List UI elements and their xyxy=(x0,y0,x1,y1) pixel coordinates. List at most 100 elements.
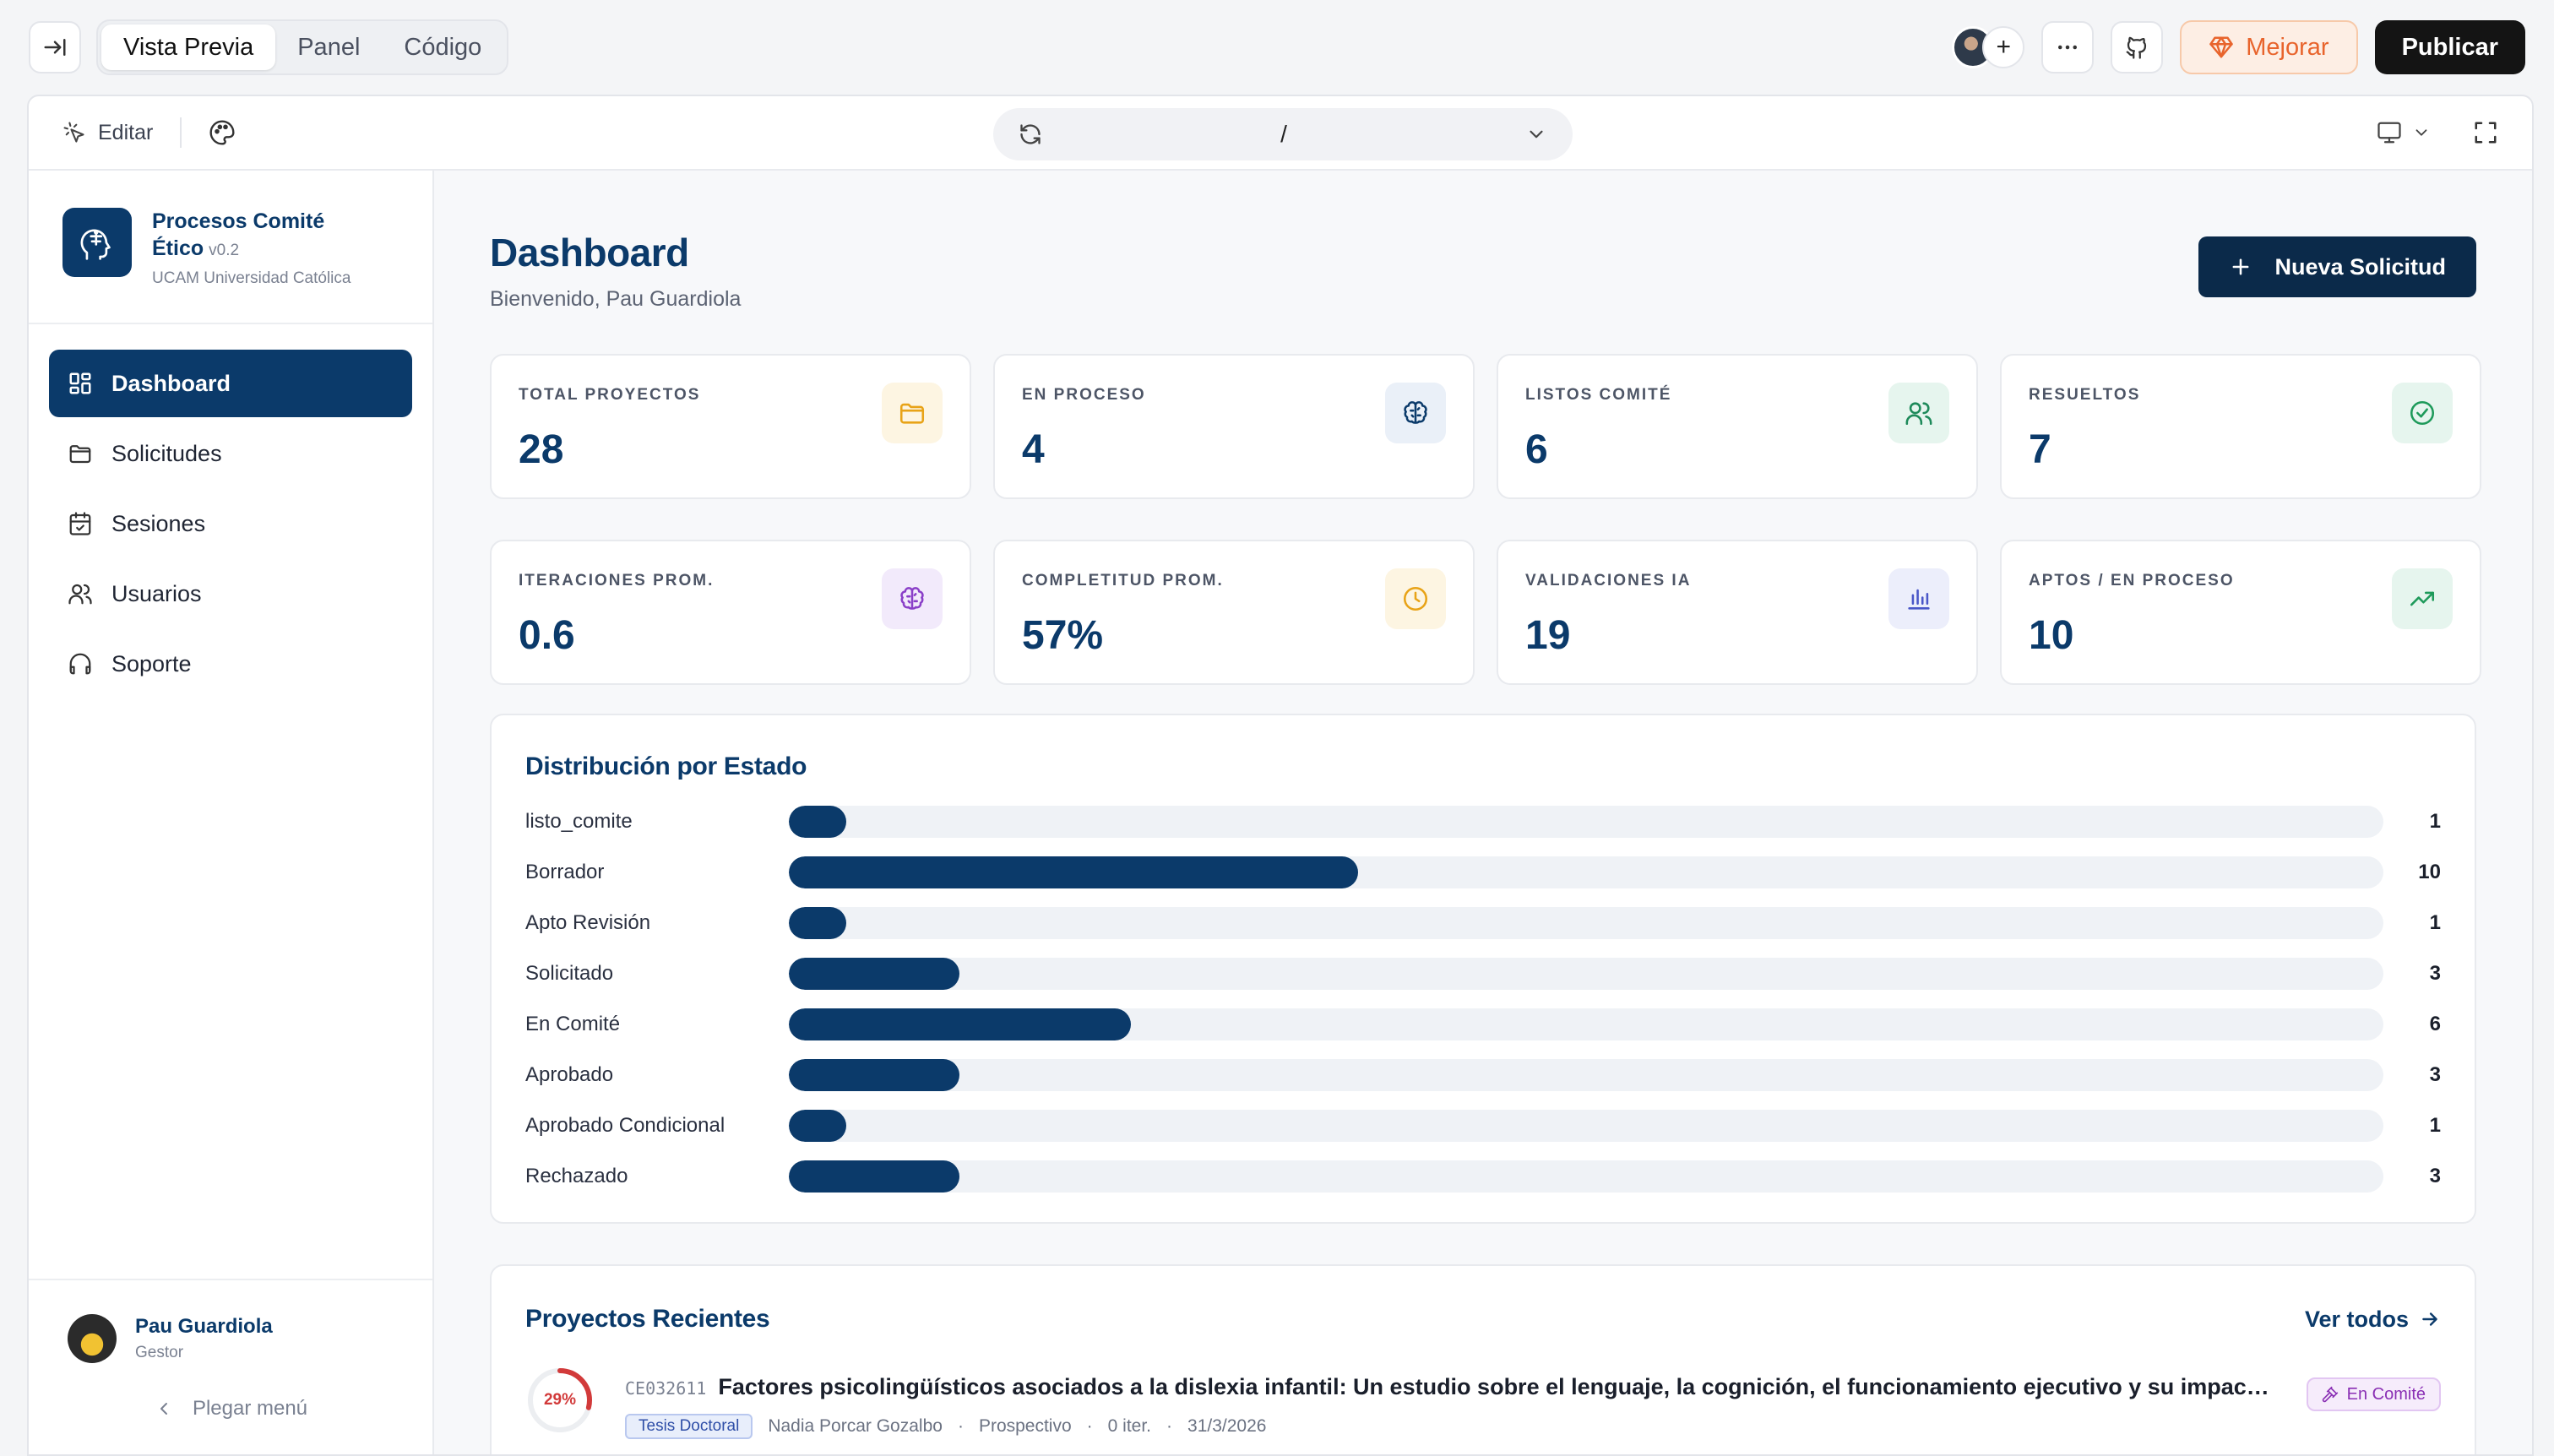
user-role: Gestor xyxy=(135,1344,184,1361)
distribution-rows: listo_comite 1 Borrador 10 Apto Revisión 1 Sol… xyxy=(525,796,2441,1202)
trending-up-icon xyxy=(2410,591,2435,606)
project-type-tag: Tesis Doctoral xyxy=(625,1414,753,1439)
distribution-track xyxy=(789,856,2383,888)
expand-sidebar-button[interactable] xyxy=(29,21,81,73)
stat-icon-box xyxy=(1385,568,1446,629)
sidebar-item-soporte[interactable]: Soporte xyxy=(49,630,412,698)
view-tabs: Vista Previa Panel Código xyxy=(96,19,509,75)
distribution-count: 3 xyxy=(2429,1165,2441,1187)
distribution-label: Solicitado xyxy=(525,962,614,985)
distribution-track xyxy=(789,1059,2383,1091)
stat-card: Iteraciones Prom. 0.6 xyxy=(490,540,971,685)
folder-icon xyxy=(899,403,925,424)
stats-row-secondary: Iteraciones Prom. 0.6 Completitud Prom. 57%… xyxy=(490,540,2481,685)
distribution-bar xyxy=(789,1160,960,1193)
progress-ring-fill xyxy=(528,1368,592,1432)
distribution-track xyxy=(789,806,2383,838)
distribution-count: 3 xyxy=(2429,962,2441,985)
distribution-row: Solicitado 3 xyxy=(525,948,2441,999)
stat-card: Completitud Prom. 57% xyxy=(993,540,1475,685)
distribution-row: Aprobado 3 xyxy=(525,1050,2441,1100)
fullscreen-icon[interactable] xyxy=(2473,120,2498,145)
stat-label: Listos Comité xyxy=(1525,386,1672,404)
distribution-track xyxy=(789,1008,2383,1040)
distribution-count: 1 xyxy=(2429,810,2441,833)
distribution-bar xyxy=(789,856,1359,888)
avatar xyxy=(68,1314,117,1363)
recent-projects-panel: Proyectos Recientes Ver todos 29% xyxy=(490,1264,2476,1454)
publicar-button[interactable]: Publicar xyxy=(2374,20,2525,74)
stats-row-primary: Total Proyectos 28 En Proceso 4 Listos Comit… xyxy=(490,354,2481,499)
collapse-label: Plegar menú xyxy=(192,1397,308,1420)
stat-card: Total Proyectos 28 xyxy=(490,354,971,499)
distribution-bar xyxy=(789,1008,1131,1040)
more-button[interactable] xyxy=(2041,21,2095,73)
stat-label: Iteraciones Prom. xyxy=(519,572,715,589)
mejorar-label: Mejorar xyxy=(2246,33,2329,61)
palette-icon[interactable] xyxy=(209,119,236,146)
stat-card: Resueltos 7 xyxy=(2000,354,2481,499)
preview-actions xyxy=(2377,120,2498,145)
distribution-count: 3 xyxy=(2429,1063,2441,1086)
check-circle-icon xyxy=(2410,400,2435,426)
collaborators[interactable]: + xyxy=(1952,26,2025,68)
add-collaborator-button[interactable]: + xyxy=(1982,26,2025,68)
top-actions: + Mejorar Publicar xyxy=(1952,20,2525,74)
brand-logo xyxy=(62,208,132,277)
mejorar-button[interactable]: Mejorar xyxy=(2180,20,2358,74)
chevron-down-icon[interactable] xyxy=(1525,123,1547,145)
meta-separator: · xyxy=(1086,1416,1093,1436)
page-title: Dashboard xyxy=(490,231,689,274)
distribution-row: Borrador 10 xyxy=(525,847,2441,898)
monitor-icon xyxy=(2377,122,2401,144)
sidebar-item-solicitudes[interactable]: Solicitudes xyxy=(49,420,412,487)
stat-label: Resueltos xyxy=(2029,386,2141,404)
sidebar-item-dashboard[interactable]: Dashboard xyxy=(49,350,412,417)
distribution-label: Rechazado xyxy=(525,1165,628,1187)
new-request-button[interactable]: Nueva Solicitud xyxy=(2198,236,2476,297)
stat-value: 10 xyxy=(2029,613,2074,658)
stat-card: Validaciones IA 19 xyxy=(1497,540,1978,685)
url-bar[interactable]: / xyxy=(993,108,1573,160)
distribution-bar xyxy=(789,907,846,939)
status-distribution-panel: Distribución por Estado listo_comite 1 Bor… xyxy=(490,714,2476,1224)
stat-label: Validaciones IA xyxy=(1525,572,1692,589)
user-profile[interactable]: Pau Guardiola Gestor xyxy=(68,1314,394,1363)
github-button[interactable] xyxy=(2111,21,2164,73)
refresh-icon[interactable] xyxy=(1019,122,1042,146)
sidebar-item-usuarios[interactable]: Usuarios xyxy=(49,560,412,627)
stat-label: Completitud Prom. xyxy=(1022,572,1224,589)
sidebar-footer: Pau Guardiola Gestor Plegar menú xyxy=(29,1279,432,1454)
sidebar-item-label: Usuarios xyxy=(111,580,202,606)
app-version: v0.2 xyxy=(209,242,240,259)
github-icon xyxy=(2126,36,2147,59)
sidebar-item-label: Solicitudes xyxy=(111,440,222,466)
app-name: Procesos Comité Ético v0.2 xyxy=(152,209,325,260)
recent-title: Proyectos Recientes xyxy=(525,1305,770,1333)
sidebar-item-sesiones[interactable]: Sesiones xyxy=(49,490,412,557)
brand: Procesos Comité Ético v0.2 UCAM Universid… xyxy=(29,171,432,324)
stat-value: 4 xyxy=(1022,427,1045,472)
page-header: Dashboard Bienvenido, Pau Guardiola Nuev… xyxy=(490,230,2476,312)
project-meta: Tesis Doctoral Nadia Porcar Gozalbo · Pr… xyxy=(625,1414,2307,1439)
project-title[interactable]: Factores psicolingüísticos asociados a l… xyxy=(718,1374,2273,1399)
distribution-title: Distribución por Estado xyxy=(525,752,807,780)
brain-icon xyxy=(1404,401,1427,424)
tab-panel[interactable]: Panel xyxy=(297,33,361,61)
project-iterations: 0 iter. xyxy=(1107,1416,1152,1436)
device-selector[interactable] xyxy=(2377,120,2431,145)
distribution-label: Borrador xyxy=(525,861,605,883)
tab-vista-previa[interactable]: Vista Previa xyxy=(101,24,276,70)
tab-codigo[interactable]: Código xyxy=(404,33,482,61)
collapse-menu-button[interactable]: Plegar menú xyxy=(68,1397,394,1421)
project-row[interactable]: 29% CE032611 Factores psicolingüísticos … xyxy=(525,1366,2441,1439)
users-icon xyxy=(1905,402,1932,426)
edit-button[interactable]: Editar xyxy=(62,121,153,145)
see-all-link[interactable]: Ver todos xyxy=(2305,1307,2441,1333)
folder-icon xyxy=(69,445,91,464)
stat-icon-box xyxy=(1888,383,1949,443)
page-subtitle: Bienvenido, Pau Guardiola xyxy=(490,287,742,311)
stat-value: 19 xyxy=(1525,613,1571,658)
brain-icon xyxy=(900,587,924,610)
new-request-label: Nueva Solicitud xyxy=(2274,253,2446,280)
